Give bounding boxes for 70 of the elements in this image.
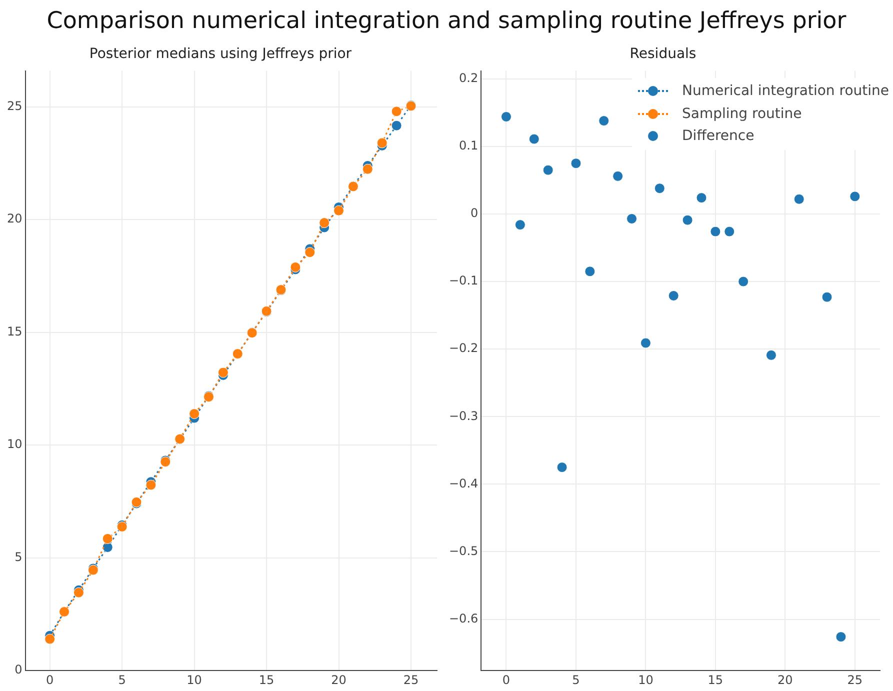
x-tick-label: 25 bbox=[403, 672, 419, 687]
point bbox=[73, 587, 84, 598]
y-tick-label: 0 bbox=[470, 206, 478, 220]
point bbox=[334, 205, 344, 216]
chart-subtitle: Posterior medians using Jeffreys prior bbox=[89, 46, 352, 62]
x-tick-label: 15 bbox=[708, 672, 724, 687]
x-tick-label: 15 bbox=[258, 672, 274, 687]
point bbox=[542, 164, 554, 176]
x-tick-label: 0 bbox=[46, 672, 54, 687]
point bbox=[376, 138, 388, 148]
x-tick-label: 10 bbox=[186, 672, 202, 687]
y-tick-label: −0.6 bbox=[449, 611, 478, 626]
point bbox=[319, 218, 330, 228]
point bbox=[556, 462, 568, 473]
y-tick-label: 15 bbox=[6, 324, 22, 338]
point bbox=[146, 480, 156, 490]
point bbox=[514, 220, 526, 230]
y-tick-label: −0.2 bbox=[449, 341, 478, 356]
x-tick-label: 25 bbox=[847, 672, 863, 687]
point bbox=[822, 292, 832, 302]
point bbox=[696, 192, 707, 204]
point bbox=[850, 191, 860, 202]
point bbox=[44, 634, 56, 644]
point bbox=[682, 214, 693, 226]
x-tick-label: 5 bbox=[118, 672, 126, 687]
legend-label: Difference bbox=[682, 128, 754, 144]
x-tick-label: 10 bbox=[638, 672, 654, 687]
point bbox=[391, 120, 402, 131]
legend-label: Sampling routine bbox=[682, 106, 802, 122]
point bbox=[738, 276, 749, 287]
chart-title: Comparison numerical integration and sampling routine Jeffreys prior bbox=[46, 8, 848, 34]
y-tick-label: 25 bbox=[6, 99, 22, 114]
point bbox=[290, 262, 301, 272]
y-tick-label: 0.1 bbox=[459, 138, 478, 153]
point bbox=[794, 194, 804, 204]
point bbox=[724, 226, 735, 237]
legend-label: Numerical integration routine bbox=[682, 83, 889, 100]
point bbox=[836, 632, 846, 642]
y-tick-label: 5 bbox=[14, 550, 22, 564]
point bbox=[598, 116, 610, 126]
y-tick-label: −0.4 bbox=[449, 476, 478, 490]
point bbox=[528, 134, 540, 144]
point bbox=[612, 170, 624, 182]
chart-title: Residuals bbox=[630, 46, 696, 62]
point bbox=[102, 533, 113, 544]
point bbox=[391, 106, 402, 117]
x-tick-label: 20 bbox=[331, 672, 346, 687]
point bbox=[668, 290, 679, 301]
point bbox=[218, 367, 228, 378]
y-tick-label: −0.3 bbox=[449, 408, 478, 423]
point bbox=[640, 338, 651, 348]
y-tick-label: 10 bbox=[6, 437, 22, 452]
point bbox=[584, 266, 596, 277]
point bbox=[766, 350, 776, 360]
x-tick-label: 20 bbox=[778, 672, 793, 687]
point bbox=[654, 183, 665, 194]
y-tick-label: 20 bbox=[6, 212, 22, 226]
y-tick-label: 0.2 bbox=[459, 71, 478, 86]
x-tick-label: 5 bbox=[572, 672, 580, 687]
point bbox=[189, 408, 200, 420]
point bbox=[626, 213, 638, 224]
point bbox=[710, 226, 721, 237]
point bbox=[570, 158, 582, 169]
y-tick-label: −0.1 bbox=[449, 274, 478, 288]
y-tick-label: 0 bbox=[14, 662, 22, 677]
point bbox=[362, 164, 373, 174]
point bbox=[500, 111, 512, 122]
point bbox=[304, 247, 316, 258]
x-tick-label: 0 bbox=[502, 672, 510, 687]
y-tick-label: −0.5 bbox=[449, 544, 478, 558]
